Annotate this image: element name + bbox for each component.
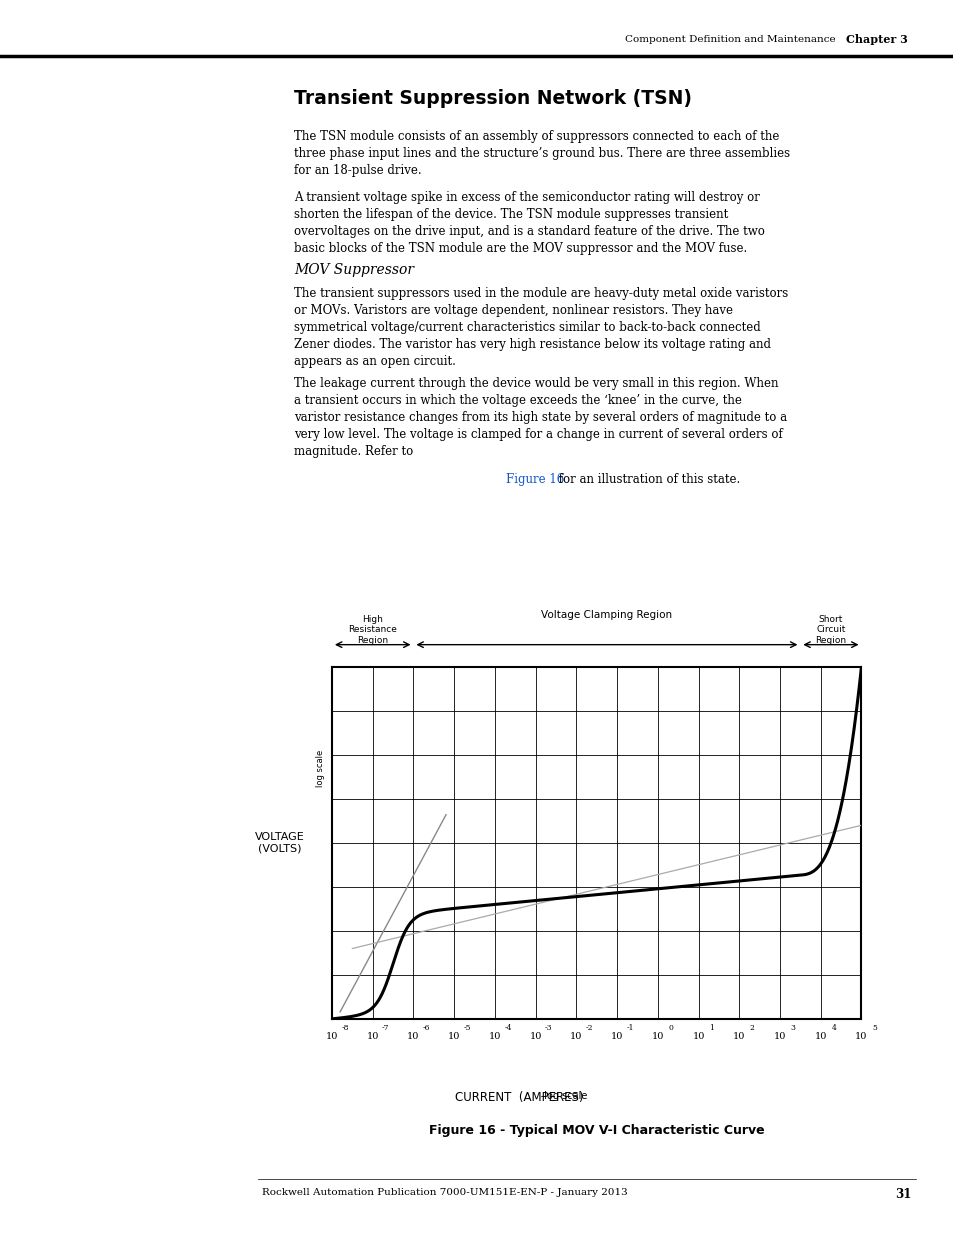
Text: 3: 3 bbox=[790, 1024, 795, 1031]
Text: -log scale: -log scale bbox=[446, 1091, 586, 1100]
Text: -3: -3 bbox=[544, 1024, 552, 1031]
Text: Rockwell Automation Publication 7000-UM151E-EN-P - January 2013: Rockwell Automation Publication 7000-UM1… bbox=[262, 1188, 627, 1197]
Text: Transient Suppression Network (TSN): Transient Suppression Network (TSN) bbox=[294, 89, 691, 107]
Text: 10: 10 bbox=[570, 1032, 582, 1041]
Text: 10: 10 bbox=[529, 1032, 541, 1041]
Text: Component Definition and Maintenance: Component Definition and Maintenance bbox=[624, 35, 835, 44]
Text: High
Resistance
Region: High Resistance Region bbox=[348, 615, 396, 645]
Text: 0: 0 bbox=[668, 1024, 673, 1031]
Text: -4: -4 bbox=[503, 1024, 511, 1031]
Text: A transient voltage spike in excess of the semiconductor rating will destroy or
: A transient voltage spike in excess of t… bbox=[294, 191, 764, 256]
Text: 2: 2 bbox=[749, 1024, 754, 1031]
Text: Short
Circuit
Region: Short Circuit Region bbox=[815, 615, 845, 645]
Text: 10: 10 bbox=[407, 1032, 419, 1041]
Text: 10: 10 bbox=[488, 1032, 500, 1041]
Text: 10: 10 bbox=[610, 1032, 622, 1041]
Text: The transient suppressors used in the module are heavy-duty metal oxide varistor: The transient suppressors used in the mo… bbox=[294, 287, 787, 368]
Text: 1: 1 bbox=[708, 1024, 713, 1031]
Text: 10: 10 bbox=[366, 1032, 378, 1041]
Text: Figure 16: Figure 16 bbox=[505, 473, 563, 487]
Text: Figure 16 - Typical MOV V-I Characteristic Curve: Figure 16 - Typical MOV V-I Characterist… bbox=[429, 1124, 763, 1137]
Text: -2: -2 bbox=[585, 1024, 593, 1031]
Text: 10: 10 bbox=[692, 1032, 704, 1041]
Text: 10: 10 bbox=[326, 1032, 337, 1041]
Text: 10: 10 bbox=[855, 1032, 866, 1041]
Text: VOLTAGE
(VOLTS): VOLTAGE (VOLTS) bbox=[254, 832, 304, 853]
Text: 10: 10 bbox=[732, 1032, 744, 1041]
Text: 10: 10 bbox=[814, 1032, 826, 1041]
Text: The leakage current through the device would be very small in this region. When
: The leakage current through the device w… bbox=[294, 377, 786, 458]
Text: Chapter 3: Chapter 3 bbox=[845, 35, 907, 44]
Text: 5: 5 bbox=[871, 1024, 876, 1031]
Text: 10: 10 bbox=[448, 1032, 460, 1041]
Text: -1: -1 bbox=[626, 1024, 633, 1031]
Text: -7: -7 bbox=[381, 1024, 389, 1031]
Text: 10: 10 bbox=[773, 1032, 785, 1041]
Text: log scale: log scale bbox=[315, 750, 325, 788]
Text: 31: 31 bbox=[894, 1188, 910, 1202]
Text: -5: -5 bbox=[463, 1024, 471, 1031]
Text: MOV Suppressor: MOV Suppressor bbox=[294, 263, 414, 277]
Text: 10: 10 bbox=[651, 1032, 663, 1041]
Text: Voltage Clamping Region: Voltage Clamping Region bbox=[540, 610, 672, 620]
Text: for an illustration of this state.: for an illustration of this state. bbox=[555, 473, 740, 487]
Text: -8: -8 bbox=[341, 1024, 349, 1031]
Text: The TSN module consists of an assembly of suppressors connected to each of the
t: The TSN module consists of an assembly o… bbox=[294, 130, 789, 177]
Text: -6: -6 bbox=[422, 1024, 430, 1031]
Text: 4: 4 bbox=[830, 1024, 836, 1031]
Text: CURRENT  (AMPERES): CURRENT (AMPERES) bbox=[455, 1091, 586, 1104]
